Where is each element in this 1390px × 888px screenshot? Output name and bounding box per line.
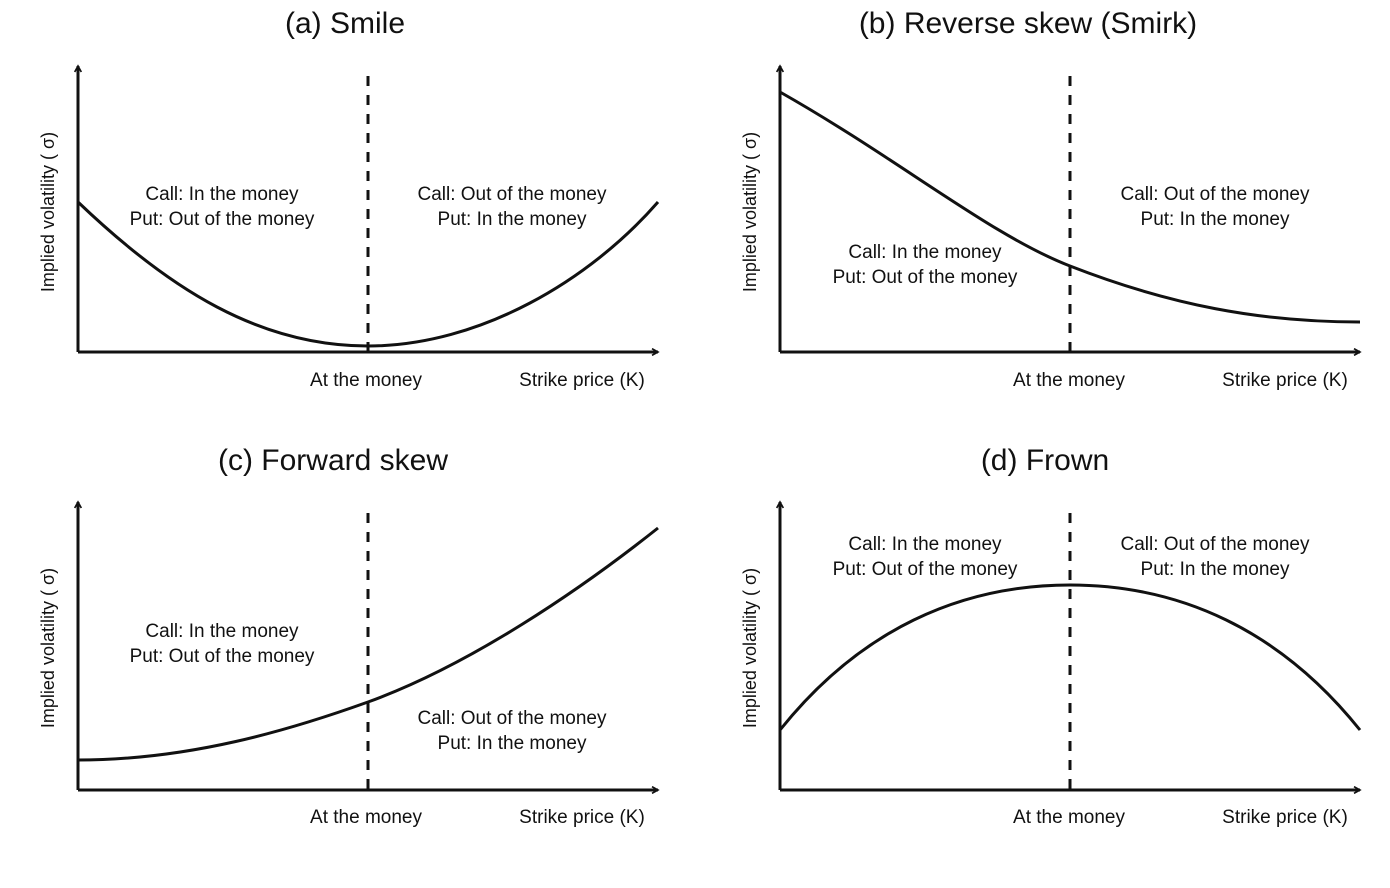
panel-smile: (a) Smile Implied volatility ( σ) Call: … <box>38 7 658 391</box>
volatility-curve <box>779 90 1361 324</box>
region-right-call: Call: Out of the money <box>1120 184 1310 205</box>
at-the-money-label: At the money <box>310 370 422 391</box>
region-right-put: Put: In the money <box>1141 559 1290 580</box>
region-left-put: Put: Out of the money <box>833 559 1018 580</box>
region-left-call: Call: In the money <box>848 242 1002 263</box>
panel-title: (a) Smile <box>285 7 405 40</box>
at-the-money-label: At the money <box>1013 370 1125 391</box>
panel-forward-skew: (c) Forward skew Implied volatility ( σ)… <box>38 444 658 828</box>
panel-frown: (d) Frown Implied volatility ( σ) Call: … <box>740 444 1360 828</box>
panel-title: (d) Frown <box>981 444 1109 477</box>
y-axis-label: Implied volatility ( σ) <box>38 568 58 728</box>
region-left-put: Put: Out of the money <box>833 267 1018 288</box>
y-axis-label: Implied volatility ( σ) <box>740 568 760 728</box>
region-right-call: Call: Out of the money <box>1120 534 1310 555</box>
region-right-put: Put: In the money <box>438 733 587 754</box>
x-axis-label: Strike price (K) <box>519 370 645 391</box>
panel-reverse-skew: (b) Reverse skew (Smirk) Implied volatil… <box>740 7 1360 391</box>
x-axis-label: Strike price (K) <box>1222 807 1348 828</box>
volatility-curve <box>77 526 659 762</box>
volatility-curve <box>778 583 1362 731</box>
x-axis-label: Strike price (K) <box>1222 370 1348 391</box>
region-left-call: Call: In the money <box>145 621 299 642</box>
region-right-put: Put: In the money <box>1141 209 1290 230</box>
volatility-curve <box>76 200 660 348</box>
region-right-put: Put: In the money <box>438 209 587 230</box>
region-left-call: Call: In the money <box>145 184 299 205</box>
at-the-money-label: At the money <box>1013 807 1125 828</box>
x-axis-label: Strike price (K) <box>519 807 645 828</box>
at-the-money-label: At the money <box>310 807 422 828</box>
region-left-put: Put: Out of the money <box>130 209 315 230</box>
y-axis-label: Implied volatility ( σ) <box>38 132 58 292</box>
region-left-call: Call: In the money <box>848 534 1002 555</box>
panel-title: (c) Forward skew <box>218 444 448 477</box>
region-right-call: Call: Out of the money <box>417 708 607 729</box>
region-right-call: Call: Out of the money <box>417 184 607 205</box>
panel-title: (b) Reverse skew (Smirk) <box>859 7 1197 40</box>
y-axis-label: Implied volatility ( σ) <box>740 132 760 292</box>
region-left-put: Put: Out of the money <box>130 646 315 667</box>
